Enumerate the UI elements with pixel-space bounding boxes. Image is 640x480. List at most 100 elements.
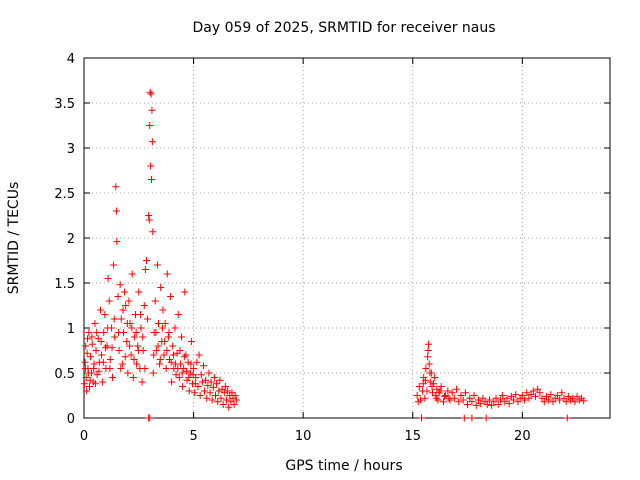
data-point [560,394,568,402]
data-point [159,306,167,314]
data-point [510,396,518,404]
data-point [424,353,432,361]
data-point [545,396,553,404]
x-tick-label: 0 [80,429,88,444]
data-point [418,414,426,422]
data-point [101,311,109,318]
data-point [172,360,180,368]
data-point [112,207,120,215]
data-point [154,342,162,350]
y-tick-label: 1 [67,322,75,337]
data-point [540,398,548,406]
data-point [185,374,193,381]
y-tick-label: 1.5 [54,277,75,292]
data-point [556,396,564,404]
data-point [441,392,449,400]
data-point [414,398,422,406]
data-point [116,281,124,289]
data-point [160,351,168,359]
data-point [156,356,164,363]
data-point [455,398,463,406]
data-point [512,391,520,399]
data-point [137,311,145,318]
data-point [158,324,166,332]
data-point [150,351,158,359]
data-point [431,374,439,381]
data-point [81,358,89,366]
y-tick-label: 3 [67,142,75,157]
data-point [230,401,238,408]
data-point [189,371,197,379]
data-point [494,401,502,408]
data-point [202,376,210,384]
data-point [147,90,155,98]
data-point [204,382,212,390]
data-point [178,333,186,341]
data-point [146,414,154,422]
data-point [175,374,183,381]
data-point [437,383,445,390]
data-point [118,360,126,368]
data-point [115,347,123,354]
data-point [155,320,163,327]
data-point [191,380,199,388]
data-point [126,342,134,350]
data-point [214,398,222,406]
data-point [140,302,148,309]
data-point [444,387,452,395]
x-tick-label: 10 [295,429,312,444]
data-point [496,396,504,404]
data-point [162,365,170,372]
data-point [208,396,216,404]
data-point [477,400,485,408]
data-point [423,387,431,395]
data-point [80,380,88,388]
data-point [152,329,160,336]
data-point [142,257,150,264]
data-point [542,392,550,400]
data-point [445,394,453,402]
data-point [562,398,570,406]
data-point [151,297,159,305]
chart-title: Day 059 of 2025, SRMTID for receiver nau… [192,20,495,36]
data-point [164,333,172,341]
data-point [193,358,201,366]
data-point [492,394,500,402]
data-point [163,270,171,278]
data-point [531,392,539,400]
data-point [453,385,461,393]
x-tick-label: 5 [189,429,197,444]
data-point [482,414,490,422]
data-point [163,347,171,354]
data-point [215,387,223,395]
data-point [174,311,182,318]
data-point [461,389,469,397]
data-point [141,365,149,372]
data-point [125,297,133,305]
data-point [521,396,529,404]
data-point [518,392,526,399]
data-point [122,302,130,309]
data-point [91,380,99,388]
data-point [97,338,105,345]
data-point [86,376,94,384]
data-point [435,389,443,397]
data-point [179,383,187,390]
data-point [197,371,205,379]
data-point [92,347,100,354]
data-point [571,398,579,406]
data-point [165,329,173,336]
data-point [573,392,581,400]
data-point [169,351,177,359]
data-point [108,374,116,381]
data-point [187,360,195,368]
data-point [117,365,125,372]
data-point [110,261,118,269]
data-point [87,353,95,361]
x-tick-label: 20 [514,429,531,444]
data-point [538,394,546,402]
data-point [448,389,456,397]
data-point [413,392,421,399]
data-point [98,351,106,359]
